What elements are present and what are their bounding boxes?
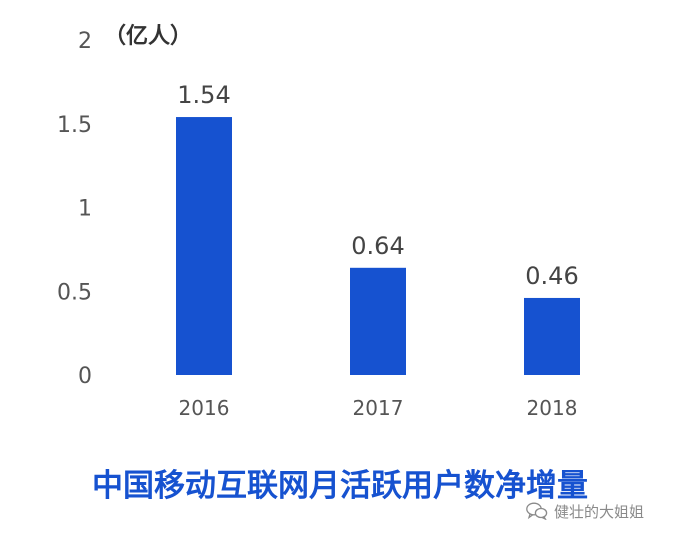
watermark-text: 健壮的大姐姐: [554, 502, 645, 521]
bar-2017: [350, 267, 406, 375]
x-tick-label-2016: 2016: [179, 396, 230, 420]
wechat-icon: [526, 502, 548, 520]
x-tick-label-2018: 2018: [527, 396, 578, 420]
data-label-2017: 0.64: [351, 232, 404, 260]
y-tick-label: 1: [78, 197, 92, 222]
data-labels: 1.54 0.64 0.46: [177, 81, 578, 290]
data-label-2018: 0.46: [525, 262, 578, 290]
chart-title: 中国移动互联网月活跃用户数净增量: [92, 468, 588, 504]
y-axis: 0 0.5 1 1.5 2: [57, 29, 92, 389]
y-tick-label: 0.5: [57, 280, 92, 305]
bar-2018: [524, 297, 580, 375]
watermark: 健壮的大姐姐: [526, 500, 644, 522]
y-axis-unit-label: （亿人）: [104, 24, 192, 49]
x-axis: 2016 2017 2018: [179, 396, 578, 420]
y-tick-label: 1.5: [57, 113, 92, 138]
y-tick-label: 2: [78, 29, 92, 54]
bars: [176, 117, 580, 376]
y-tick-label: 0: [78, 364, 92, 389]
bar-2016: [176, 117, 232, 376]
x-tick-label-2017: 2017: [353, 396, 404, 420]
data-label-2016: 1.54: [177, 81, 230, 109]
